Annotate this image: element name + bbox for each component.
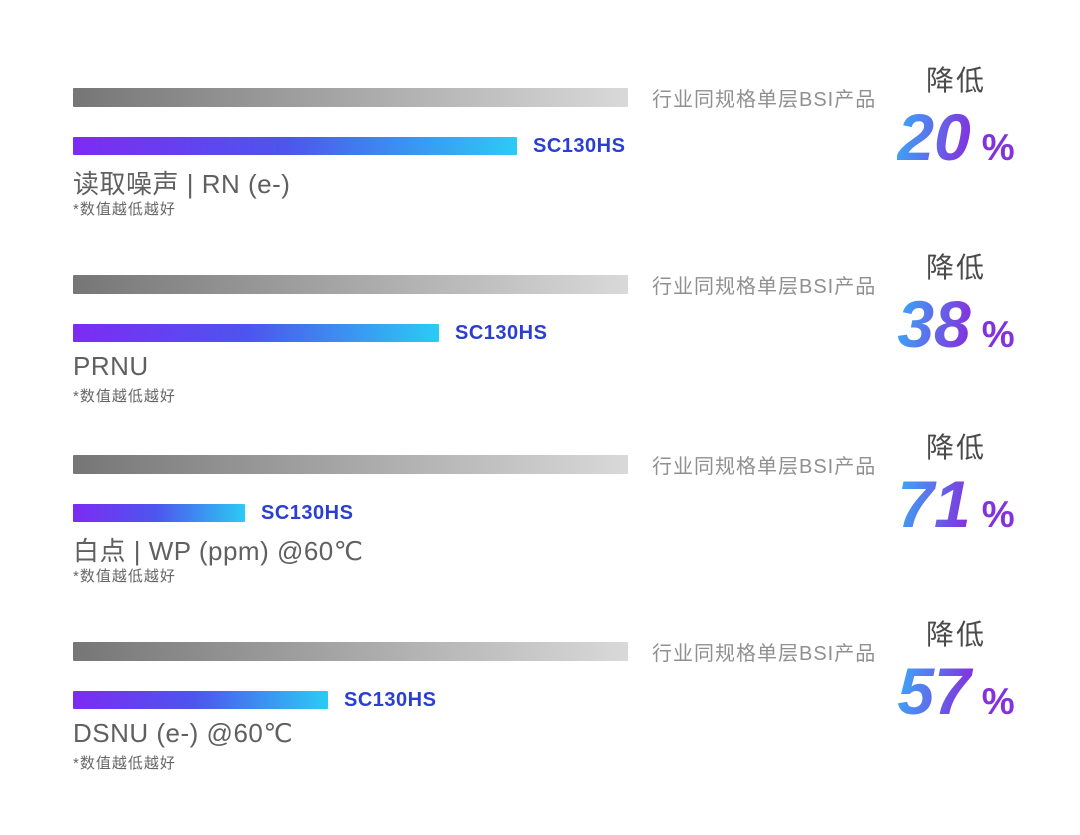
metric-group-dsnu: 行业同规格单层BSI产品 SC130HS DSNU (e-) @60℃ *数值越… xyxy=(0,619,1080,832)
reduction-value-row: 20 % xyxy=(878,104,1034,170)
reduction-value-row: 71 % xyxy=(878,471,1034,537)
product-row: SC130HS xyxy=(73,135,973,157)
metric-group-prnu: 行业同规格单层BSI产品 SC130HS PRNU *数值越低越好 降低 38 … xyxy=(0,252,1080,465)
lower-is-better-note: *数值越低越好 xyxy=(73,755,176,772)
baseline-series-label: 行业同规格单层BSI产品 xyxy=(652,456,877,478)
percent-sign: % xyxy=(981,680,1015,722)
baseline-bar xyxy=(73,275,628,294)
metric-label: 读取噪声 | RN (e-) xyxy=(73,169,291,199)
product-series-label: SC130HS xyxy=(344,688,437,711)
metric-group-white-pixel: 行业同规格单层BSI产品 SC130HS 白点 | WP (ppm) @60℃ … xyxy=(0,432,1080,645)
reduction-word: 降低 xyxy=(925,252,986,283)
baseline-row: 行业同规格单层BSI产品 xyxy=(73,88,876,111)
product-bar xyxy=(73,324,439,342)
baseline-series-label: 行业同规格单层BSI产品 xyxy=(652,89,877,111)
percent-sign: % xyxy=(981,313,1015,355)
baseline-bar xyxy=(73,88,628,107)
reduction-block: 降低 20 % xyxy=(878,64,1034,170)
reduction-block: 降低 38 % xyxy=(878,251,1034,357)
percent-sign: % xyxy=(981,493,1015,535)
baseline-series-label: 行业同规格单层BSI产品 xyxy=(652,276,877,298)
percent-sign: % xyxy=(981,126,1015,168)
lower-is-better-note: *数值越低越好 xyxy=(73,201,176,218)
product-bar xyxy=(73,137,517,155)
product-row: SC130HS xyxy=(73,689,973,711)
product-bar xyxy=(73,504,245,522)
baseline-bar xyxy=(73,455,628,474)
reduction-word: 降低 xyxy=(925,65,986,96)
reduction-word: 降低 xyxy=(925,432,986,463)
product-bar xyxy=(73,691,328,709)
reduction-value-row: 57 % xyxy=(878,658,1034,724)
baseline-series-label: 行业同规格单层BSI产品 xyxy=(652,643,877,665)
product-row: SC130HS xyxy=(73,502,973,524)
baseline-row: 行业同规格单层BSI产品 xyxy=(73,275,876,298)
reduction-percent-value: 57 xyxy=(897,658,974,724)
reduction-percent-value: 20 xyxy=(897,104,974,170)
lower-is-better-note: *数值越低越好 xyxy=(73,388,176,405)
baseline-row: 行业同规格单层BSI产品 xyxy=(73,455,876,478)
reduction-word: 降低 xyxy=(925,619,986,650)
product-series-label: SC130HS xyxy=(455,321,548,344)
product-row: SC130HS xyxy=(73,322,973,344)
lower-is-better-note: *数值越低越好 xyxy=(73,568,176,585)
reduction-block: 降低 71 % xyxy=(878,431,1034,537)
product-series-label: SC130HS xyxy=(533,134,626,157)
metric-label: DSNU (e-) @60℃ xyxy=(73,718,294,748)
metric-group-read-noise: 行业同规格单层BSI产品 SC130HS 读取噪声 | RN (e-) *数值越… xyxy=(0,65,1080,278)
reduction-value-row: 38 % xyxy=(878,291,1034,357)
reduction-block: 降低 57 % xyxy=(878,618,1034,724)
reduction-percent-value: 71 xyxy=(897,471,974,537)
metric-label: 白点 | WP (ppm) @60℃ xyxy=(73,536,364,566)
reduction-percent-value: 38 xyxy=(897,291,974,357)
metric-label: PRNU xyxy=(73,351,149,381)
baseline-row: 行业同规格单层BSI产品 xyxy=(73,642,876,665)
baseline-bar xyxy=(73,642,628,661)
product-series-label: SC130HS xyxy=(261,501,354,524)
